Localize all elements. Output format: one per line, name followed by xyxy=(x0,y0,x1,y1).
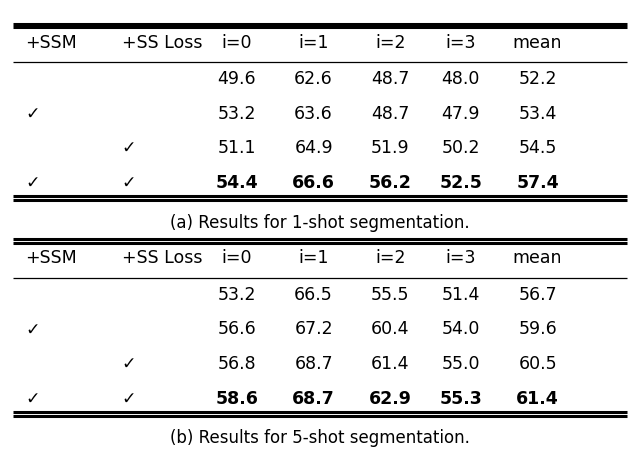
Text: i=1: i=1 xyxy=(298,249,329,268)
Text: 55.3: 55.3 xyxy=(440,389,482,408)
Text: 66.5: 66.5 xyxy=(294,286,333,304)
Text: 53.4: 53.4 xyxy=(518,105,557,123)
Text: 55.5: 55.5 xyxy=(371,286,410,304)
Text: 48.0: 48.0 xyxy=(442,70,480,88)
Text: 60.4: 60.4 xyxy=(371,320,410,339)
Text: (a) Results for 1-shot segmentation.: (a) Results for 1-shot segmentation. xyxy=(170,214,470,232)
Text: 66.6: 66.6 xyxy=(292,174,335,192)
Text: 62.6: 62.6 xyxy=(294,70,333,88)
Text: 51.1: 51.1 xyxy=(218,139,256,158)
Text: +SS Loss: +SS Loss xyxy=(122,249,202,268)
Text: i=2: i=2 xyxy=(375,249,406,268)
Text: 48.7: 48.7 xyxy=(371,70,410,88)
Text: i=2: i=2 xyxy=(375,34,406,52)
Text: i=1: i=1 xyxy=(298,34,329,52)
Text: 54.4: 54.4 xyxy=(216,174,258,192)
Text: i=3: i=3 xyxy=(445,249,476,268)
Text: 50.2: 50.2 xyxy=(442,139,480,158)
Text: mean: mean xyxy=(513,34,563,52)
Text: 67.2: 67.2 xyxy=(294,320,333,339)
Text: ✓: ✓ xyxy=(26,320,40,339)
Text: 56.2: 56.2 xyxy=(369,174,412,192)
Text: 52.5: 52.5 xyxy=(440,174,482,192)
Text: mean: mean xyxy=(513,249,563,268)
Text: i=0: i=0 xyxy=(221,249,252,268)
Text: 54.0: 54.0 xyxy=(442,320,480,339)
Text: 49.6: 49.6 xyxy=(218,70,256,88)
Text: 51.4: 51.4 xyxy=(442,286,480,304)
Text: (b) Results for 5-shot segmentation.: (b) Results for 5-shot segmentation. xyxy=(170,429,470,447)
Text: i=3: i=3 xyxy=(445,34,476,52)
Text: 52.2: 52.2 xyxy=(518,70,557,88)
Text: 53.2: 53.2 xyxy=(218,286,256,304)
Text: 68.7: 68.7 xyxy=(294,355,333,373)
Text: 56.6: 56.6 xyxy=(218,320,256,339)
Text: ✓: ✓ xyxy=(122,139,136,158)
Text: 47.9: 47.9 xyxy=(442,105,480,123)
Text: 58.6: 58.6 xyxy=(216,389,258,408)
Text: 61.4: 61.4 xyxy=(516,389,559,408)
Text: 51.9: 51.9 xyxy=(371,139,410,158)
Text: 53.2: 53.2 xyxy=(218,105,256,123)
Text: 57.4: 57.4 xyxy=(516,174,559,192)
Text: 64.9: 64.9 xyxy=(294,139,333,158)
Text: +SSM: +SSM xyxy=(26,34,77,52)
Text: ✓: ✓ xyxy=(26,174,40,192)
Text: +SSM: +SSM xyxy=(26,249,77,268)
Text: 63.6: 63.6 xyxy=(294,105,333,123)
Text: ✓: ✓ xyxy=(122,389,136,408)
Text: 55.0: 55.0 xyxy=(442,355,480,373)
Text: ✓: ✓ xyxy=(26,389,40,408)
Text: ✓: ✓ xyxy=(122,174,136,192)
Text: i=0: i=0 xyxy=(221,34,252,52)
Text: ✓: ✓ xyxy=(26,105,40,123)
Text: 68.7: 68.7 xyxy=(292,389,335,408)
Text: +SS Loss: +SS Loss xyxy=(122,34,202,52)
Text: 56.7: 56.7 xyxy=(518,286,557,304)
Text: 48.7: 48.7 xyxy=(371,105,410,123)
Text: 60.5: 60.5 xyxy=(518,355,557,373)
Text: 54.5: 54.5 xyxy=(518,139,557,158)
Text: ✓: ✓ xyxy=(122,355,136,373)
Text: 62.9: 62.9 xyxy=(369,389,412,408)
Text: 59.6: 59.6 xyxy=(518,320,557,339)
Text: 56.8: 56.8 xyxy=(218,355,256,373)
Text: 61.4: 61.4 xyxy=(371,355,410,373)
